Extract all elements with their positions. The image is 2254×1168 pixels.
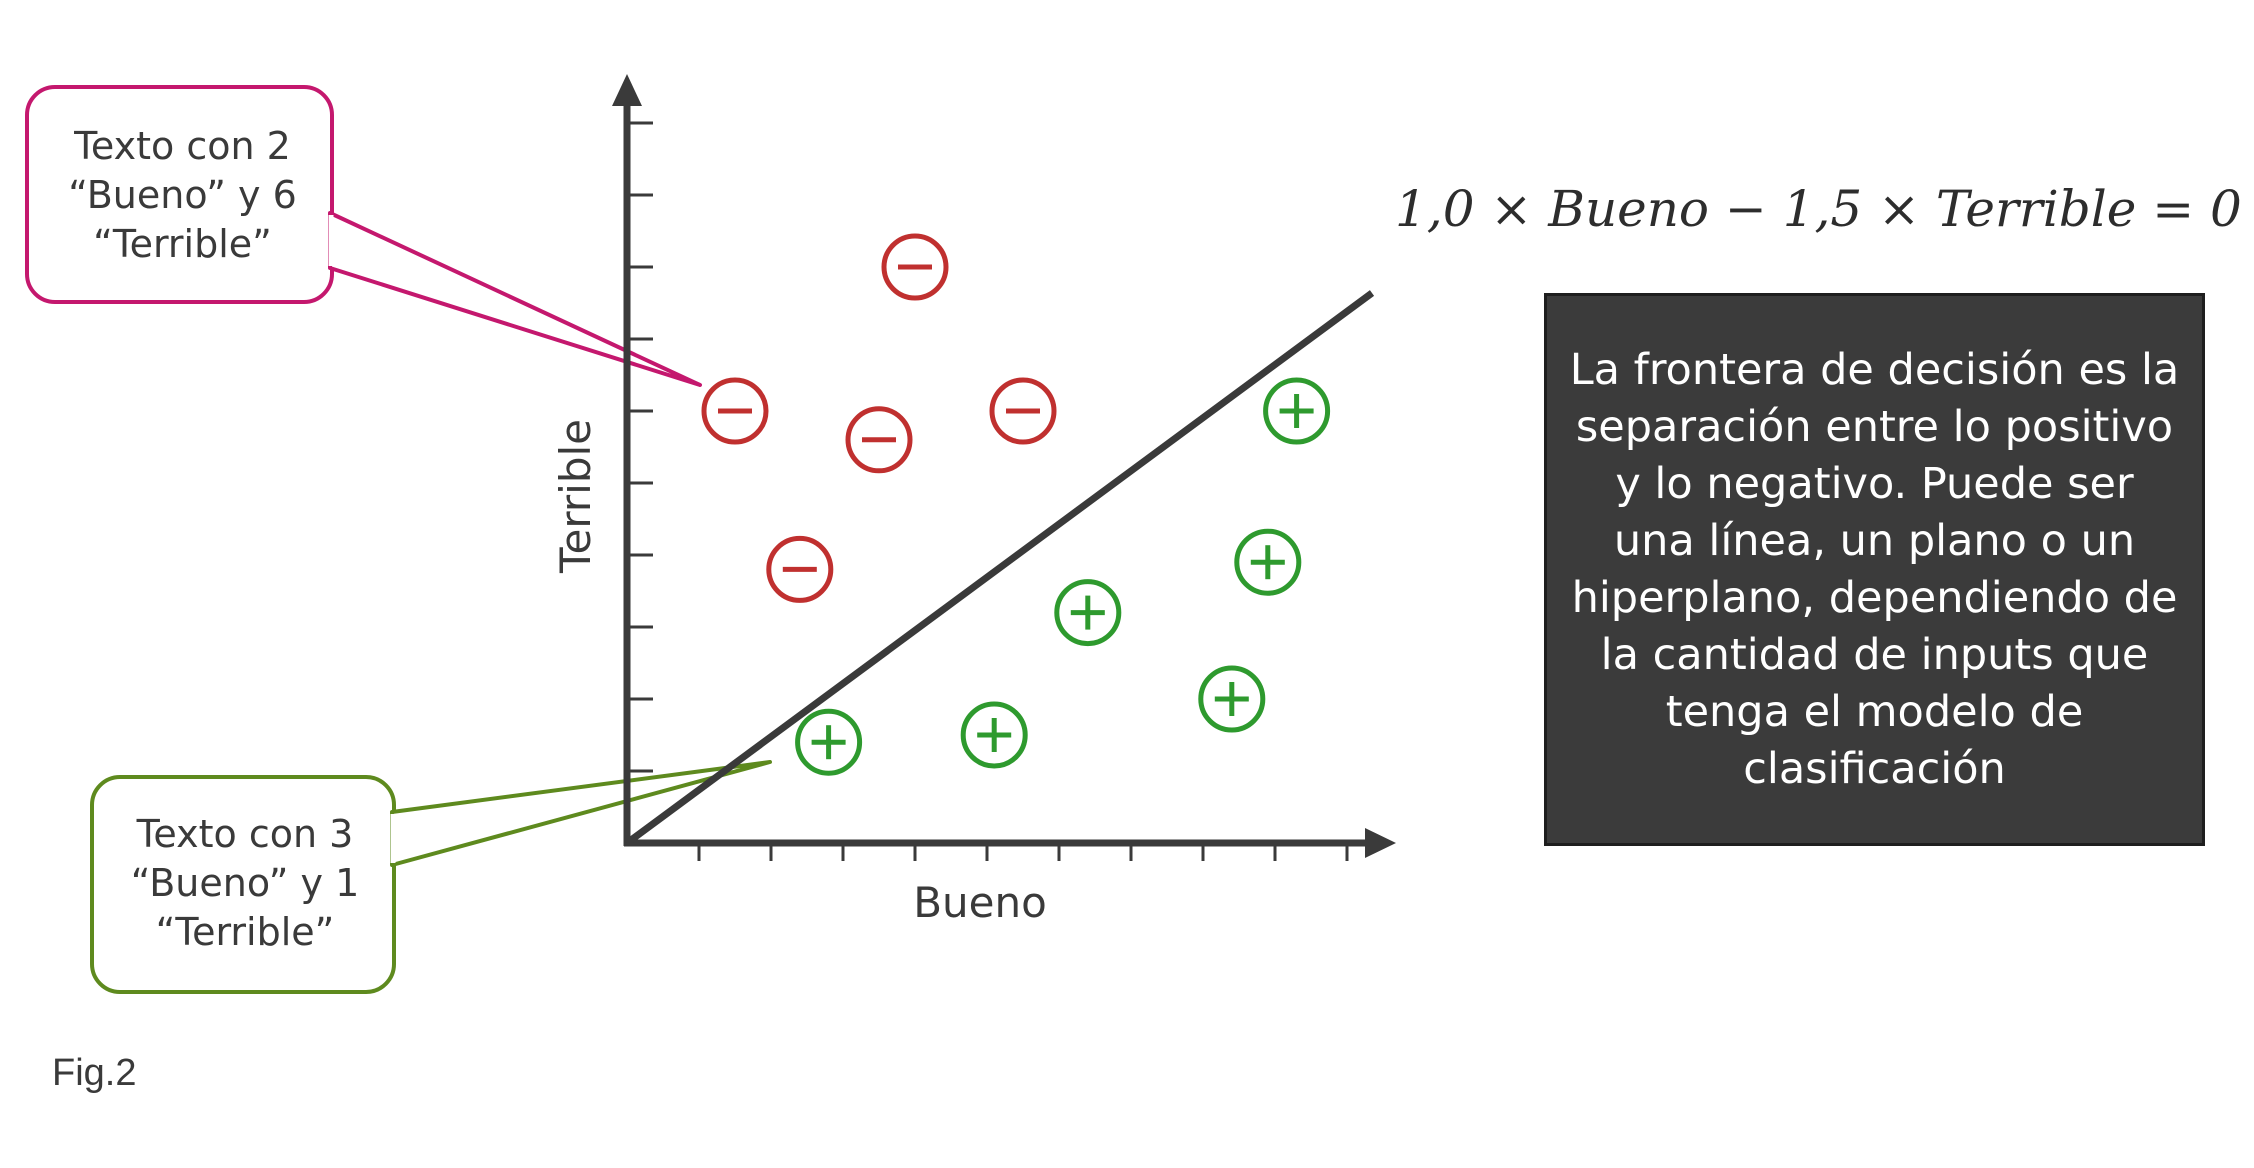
y-axis-label: Terrible <box>551 419 600 573</box>
info-box-text: La frontera de decisión es la separación… <box>1569 344 2180 794</box>
decision-boundary-line <box>624 290 1375 846</box>
positive-point <box>795 708 863 776</box>
axis-ticks <box>625 121 1349 861</box>
positive-point <box>1234 528 1302 596</box>
negative-point <box>701 377 769 445</box>
decision-boundary-equation: 1,0 × Bueno − 1,5 × Terrible = 0 <box>1395 180 2242 238</box>
callout-negative-text: Texto con 2 “Bueno” y 6 “Terrible” <box>68 124 297 266</box>
positive-point <box>1198 665 1266 733</box>
data-points <box>701 233 1331 776</box>
positive-point <box>1054 579 1122 647</box>
positive-point <box>1263 377 1331 445</box>
negative-point <box>766 535 834 603</box>
negative-point <box>989 377 1057 445</box>
negative-point <box>881 233 949 301</box>
figure-label: Fig.2 <box>52 1052 137 1094</box>
negative-point <box>845 406 913 474</box>
callout-negative-box <box>25 85 334 304</box>
callout-negative-pointer <box>328 211 702 387</box>
y-axis-arrowhead <box>612 74 642 106</box>
x-axis-arrowhead <box>1365 828 1396 858</box>
x-axis-label: Bueno <box>913 878 1047 927</box>
info-box: La frontera de decisión es la separación… <box>1544 293 2205 846</box>
positive-point <box>960 701 1028 769</box>
callout-positive-text: Texto con 3 “Bueno” y 1 “Terrible” <box>130 812 360 954</box>
callout-positive-box <box>90 775 396 994</box>
